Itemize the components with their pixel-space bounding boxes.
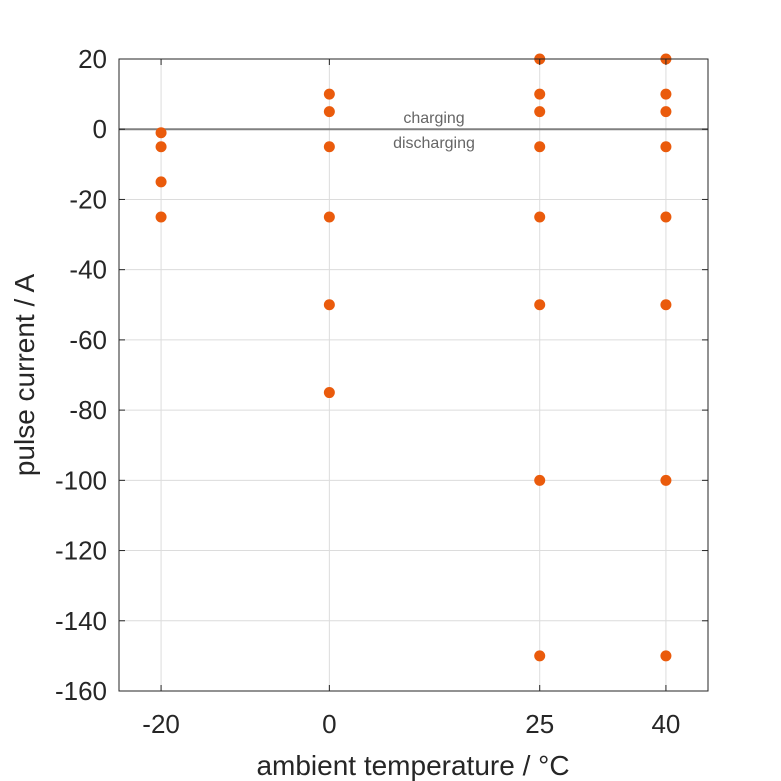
x-tick-label: -20 xyxy=(142,709,180,739)
data-point xyxy=(534,141,546,153)
data-point xyxy=(660,211,672,223)
data-point xyxy=(660,141,672,153)
data-point xyxy=(534,474,546,486)
annotation-charging: charging xyxy=(403,110,464,127)
y-tick-label: -40 xyxy=(69,255,107,285)
y-tick-label: -60 xyxy=(69,325,107,355)
data-points xyxy=(155,53,672,662)
data-point xyxy=(660,88,672,100)
data-point xyxy=(323,211,335,223)
data-point xyxy=(323,299,335,311)
y-tick-label: -160 xyxy=(55,676,107,706)
data-point xyxy=(155,141,167,153)
data-point xyxy=(534,211,546,223)
y-tick-label: 20 xyxy=(78,44,107,74)
y-tick-label: -140 xyxy=(55,606,107,636)
y-ticks: 20 0 -20 -40 -60 -80 -100 -120 -140 -160 xyxy=(55,44,708,706)
data-point xyxy=(323,106,335,118)
x-tick-label: 25 xyxy=(525,709,554,739)
y-tick-label: -120 xyxy=(55,536,107,566)
data-point xyxy=(323,88,335,100)
x-axis-label: ambient temperature / °C xyxy=(256,750,569,781)
data-point xyxy=(155,176,167,188)
grid xyxy=(119,58,708,692)
data-point xyxy=(660,106,672,118)
data-point xyxy=(660,299,672,311)
x-ticks: -20 0 25 40 xyxy=(142,59,680,739)
annotation-discharging: discharging xyxy=(393,135,475,152)
data-point xyxy=(155,127,167,139)
data-point xyxy=(155,211,167,223)
x-tick-label: 40 xyxy=(651,709,680,739)
y-axis-label: pulse current / A xyxy=(9,274,40,477)
data-point xyxy=(534,299,546,311)
data-point xyxy=(534,650,546,662)
x-tick-label: 0 xyxy=(322,709,336,739)
y-tick-label: 0 xyxy=(93,114,107,144)
data-point xyxy=(660,474,672,486)
data-point xyxy=(534,88,546,100)
y-tick-label: -80 xyxy=(69,395,107,425)
data-point xyxy=(323,141,335,153)
axes-box xyxy=(118,58,709,692)
data-point xyxy=(323,387,335,399)
data-point xyxy=(660,650,672,662)
y-tick-label: -100 xyxy=(55,465,107,495)
y-tick-label: -20 xyxy=(69,184,107,214)
data-point xyxy=(534,106,546,118)
